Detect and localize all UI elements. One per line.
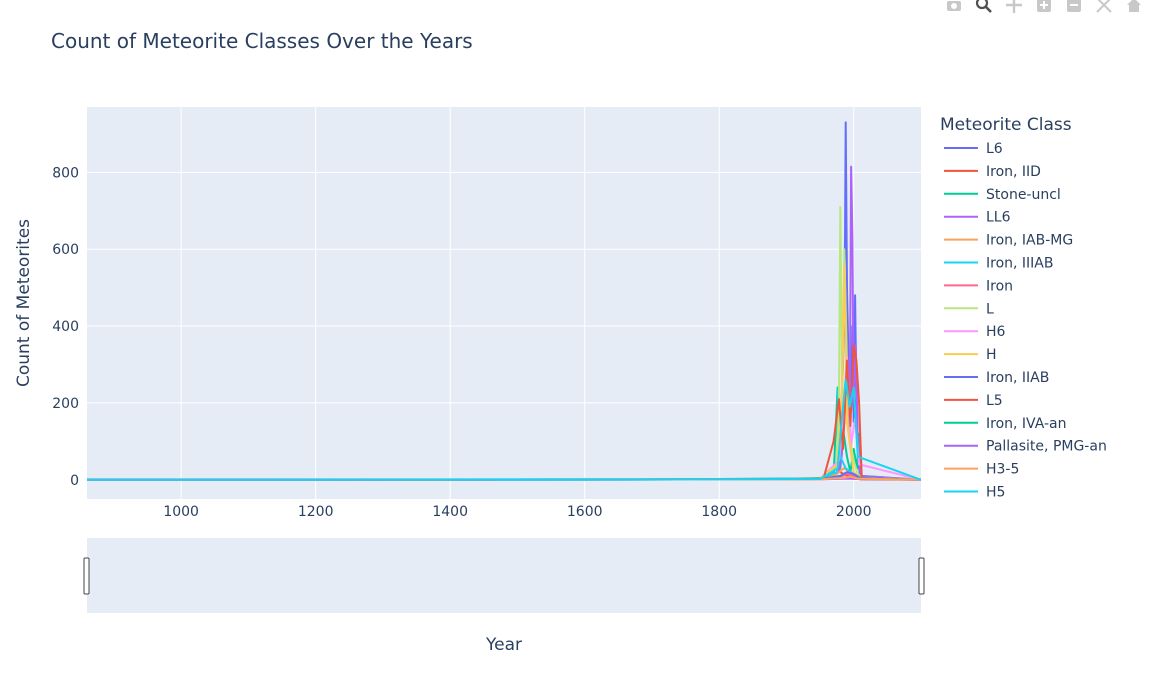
camera-icon[interactable] — [942, 0, 966, 16]
range-slider[interactable] — [87, 538, 921, 613]
legend-label: H6 — [986, 324, 1006, 340]
legend-label: L6 — [986, 141, 1003, 157]
y-tick-label: 0 — [70, 473, 79, 489]
legend: L6 Iron, IID Stone-uncl LL6 Iron, IAB-MG Iron… — [944, 141, 1107, 501]
legend-item[interactable]: H6 — [944, 324, 1006, 340]
y-tick-label: 600 — [52, 242, 79, 258]
legend-item[interactable]: Iron, IVA-an — [944, 416, 1067, 432]
y-axis-title: Count of Meteorites — [14, 219, 34, 387]
chart-title: Count of Meteorite Classes Over the Year… — [51, 29, 473, 53]
x-tick-label: 1200 — [298, 504, 334, 520]
legend-item[interactable]: Iron — [944, 278, 1013, 294]
y-tick-label: 800 — [52, 165, 79, 181]
legend-item[interactable]: H3-5 — [944, 462, 1019, 478]
plot-area[interactable] — [87, 107, 921, 499]
legend-item[interactable]: Stone-uncl — [944, 187, 1061, 203]
x-tick-label: 1600 — [567, 504, 603, 520]
legend-label: Iron, IVA-an — [986, 416, 1067, 432]
x-tick-labels: 1000 1200 1400 1600 1800 2000 — [163, 504, 871, 520]
legend-label: Iron, IAB-MG — [986, 233, 1073, 249]
legend-label: H3-5 — [986, 462, 1019, 478]
legend-item[interactable]: H — [944, 347, 997, 363]
legend-label: Iron, IIIAB — [986, 256, 1053, 272]
series-line-15[interactable] — [87, 378, 921, 481]
x-axis-title: Year — [485, 635, 522, 655]
legend-label: LL6 — [986, 210, 1011, 226]
legend-item[interactable]: Iron, IAB-MG — [944, 233, 1073, 249]
legend-item[interactable]: H5 — [944, 485, 1005, 501]
series-layer — [87, 121, 921, 481]
legend-item[interactable]: Iron, IIAB — [944, 370, 1049, 386]
range-slider-left-handle[interactable] — [83, 557, 90, 595]
legend-label: Iron — [986, 278, 1013, 294]
range-slider-right-handle[interactable] — [918, 557, 925, 595]
legend-label: Pallasite, PMG-an — [986, 439, 1107, 455]
y-tick-label: 400 — [52, 319, 79, 335]
legend-item[interactable]: L — [944, 301, 994, 317]
x-tick-label: 1400 — [432, 504, 468, 520]
legend-item[interactable]: Pallasite, PMG-an — [944, 439, 1107, 455]
legend-title: Meteorite Class — [940, 115, 1072, 135]
x-tick-label: 1000 — [163, 504, 199, 520]
legend-item[interactable]: Iron, IID — [944, 164, 1041, 180]
legend-item[interactable]: LL6 — [944, 210, 1011, 226]
zoom-in-icon[interactable] — [1032, 0, 1056, 16]
legend-item[interactable]: Iron, IIIAB — [944, 256, 1053, 272]
legend-label: Stone-uncl — [986, 187, 1061, 203]
legend-label: H5 — [986, 485, 1005, 501]
legend-label: Iron, IIAB — [986, 370, 1049, 386]
legend-label: L — [986, 301, 994, 317]
autoscale-icon[interactable] — [1092, 0, 1116, 16]
x-tick-label: 2000 — [836, 504, 872, 520]
legend-item[interactable]: L6 — [944, 141, 1003, 157]
modebar — [942, 0, 1146, 16]
legend-label: H — [986, 347, 997, 363]
x-tick-label: 1800 — [701, 504, 737, 520]
pan-icon[interactable] — [1002, 0, 1026, 16]
home-icon[interactable] — [1122, 0, 1146, 16]
y-tick-labels: 0 200 400 600 800 — [52, 165, 79, 488]
legend-item[interactable]: L5 — [944, 393, 1003, 409]
y-tick-label: 200 — [52, 396, 79, 412]
legend-label: L5 — [986, 393, 1003, 409]
legend-label: Iron, IID — [986, 164, 1041, 180]
zoom-out-icon[interactable] — [1062, 0, 1086, 16]
zoom-icon[interactable] — [972, 0, 996, 16]
